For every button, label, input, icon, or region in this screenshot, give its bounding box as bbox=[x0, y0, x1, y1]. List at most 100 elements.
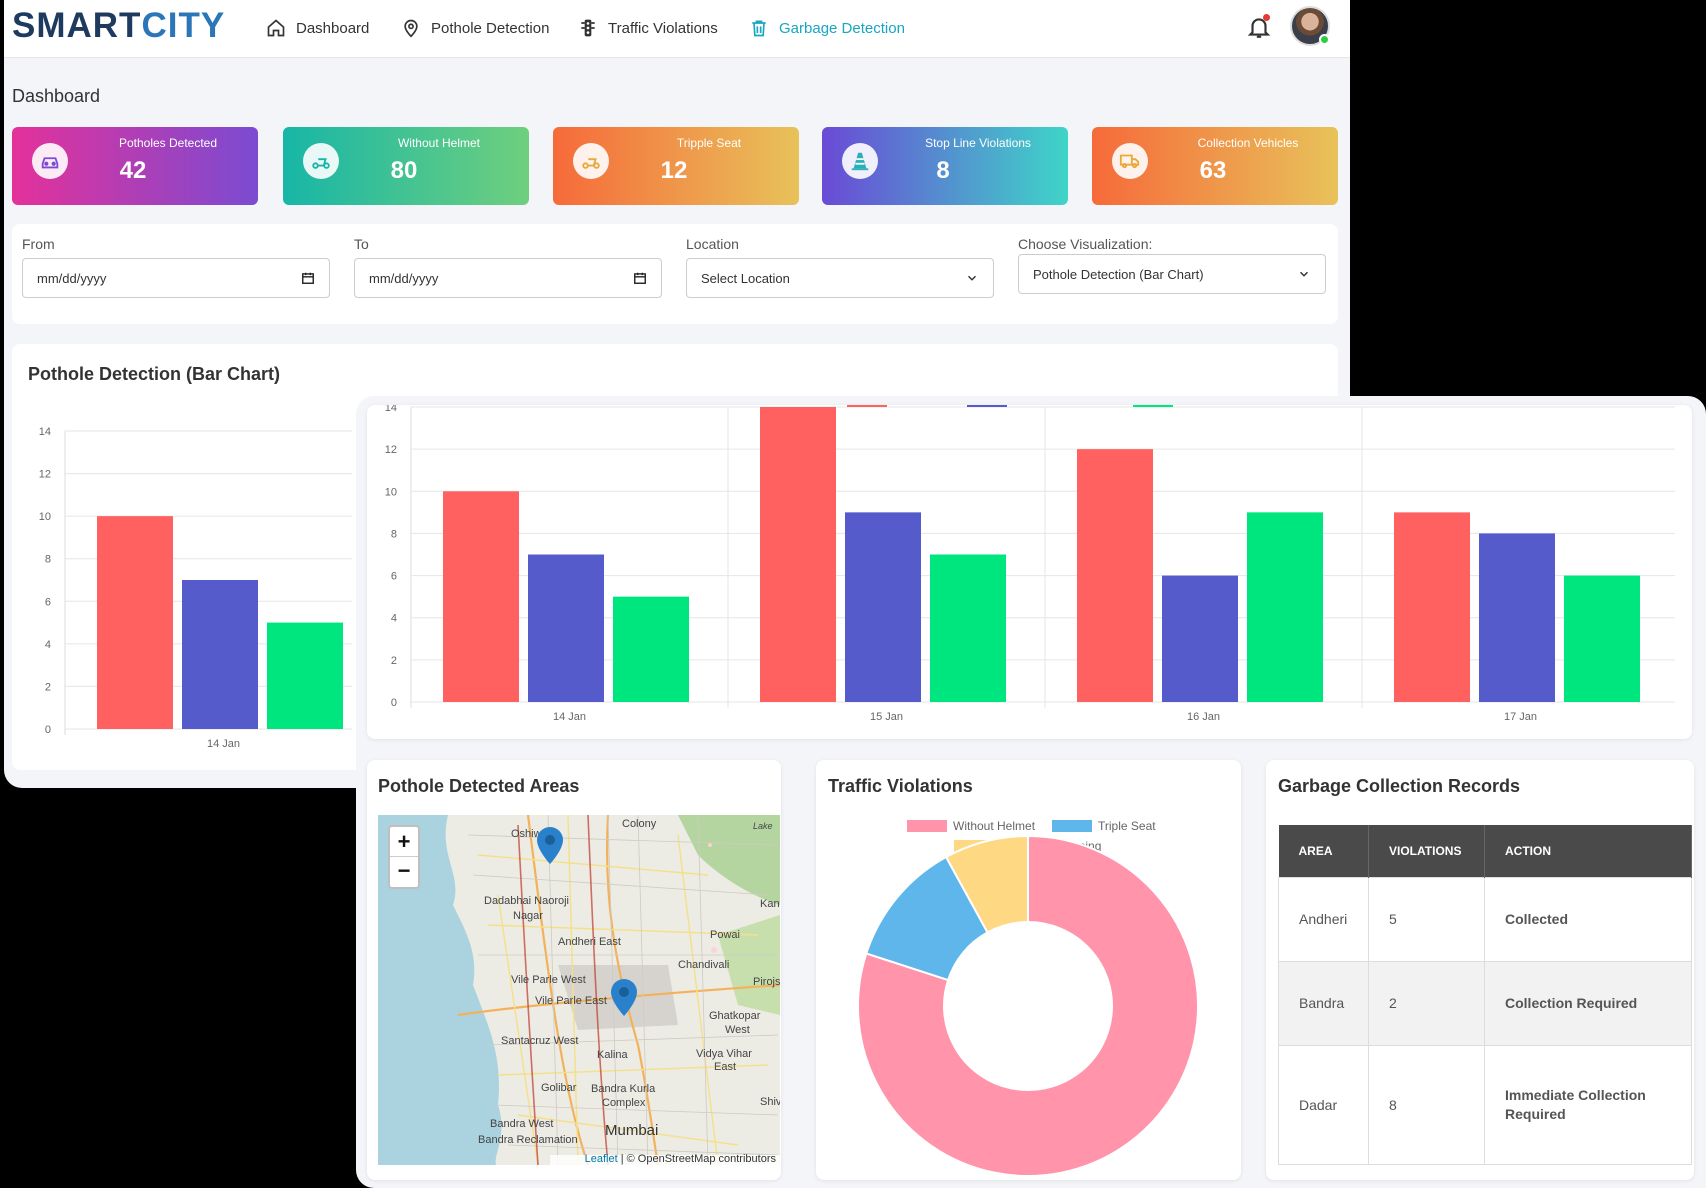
calendar-icon bbox=[302, 272, 314, 284]
legend-item-without-helmet[interactable]: Without Helmet bbox=[907, 819, 1035, 833]
bar-16-jan-series-2[interactable] bbox=[1162, 575, 1238, 702]
header-area[interactable]: AREA bbox=[1278, 825, 1369, 877]
nav-traffic-violations[interactable]: Traffic Violations bbox=[578, 16, 718, 40]
map-pin-icon bbox=[404, 19, 418, 38]
x-tick-label: 15 Jan bbox=[870, 711, 903, 723]
bar-14-jan-series-3[interactable] bbox=[267, 622, 343, 729]
notifications-button[interactable] bbox=[1246, 14, 1272, 40]
donut-slice-without-helmet[interactable] bbox=[857, 834, 1199, 1177]
from-group: From mm/dd/yyyy bbox=[22, 236, 330, 298]
table-row: Bandra 2 Collection Required bbox=[1278, 960, 1692, 1046]
notification-dot bbox=[1263, 14, 1270, 21]
stat-label: Stop Line Violations bbox=[925, 136, 1031, 150]
leaflet-link[interactable]: Leaflet bbox=[584, 1153, 618, 1165]
map-place-label: Golibar bbox=[541, 1082, 577, 1094]
map-place-label: East bbox=[714, 1061, 736, 1073]
home-icon bbox=[267, 19, 285, 37]
stat-card-tripple-seat[interactable]: Tripple Seat 12 bbox=[553, 127, 799, 205]
bar-17-jan-series-1[interactable] bbox=[1394, 512, 1470, 702]
app-logo[interactable]: SMARTCITY bbox=[12, 6, 225, 46]
map-place-label: Andheri East bbox=[558, 936, 621, 948]
nav-dashboard[interactable]: Dashboard bbox=[266, 16, 369, 40]
map-place-label: Nagar bbox=[513, 910, 543, 922]
traffic-light-icon bbox=[581, 19, 595, 37]
map-place-label: Mumbai bbox=[605, 1122, 658, 1139]
map-place-label: Colony bbox=[622, 818, 657, 830]
nav-pothole-label: Pothole Detection bbox=[431, 19, 550, 37]
location-select-value: Select Location bbox=[701, 270, 790, 286]
map-place-label: Oshiw bbox=[511, 828, 542, 840]
cell-violations: 2 bbox=[1368, 960, 1485, 1046]
stat-card-collection-vehicles[interactable]: Collection Vehicles 63 bbox=[1092, 127, 1338, 205]
bar-chart-card: 0 2 4 6 8 10 12 14 14 Jan 15 Jan 16 Jan 17 Jan bbox=[367, 402, 1692, 739]
bar-17-jan-series-3[interactable] bbox=[1564, 575, 1640, 702]
truck-icon bbox=[1112, 143, 1148, 179]
traffic-cone-icon bbox=[842, 143, 878, 179]
from-date-input[interactable]: mm/dd/yyyy bbox=[22, 258, 330, 298]
legend-item-triple-seat[interactable]: Triple Seat bbox=[1052, 819, 1156, 833]
stat-value: 63 bbox=[1199, 157, 1227, 184]
cell-action-status: Immediate Collection Required bbox=[1484, 1044, 1692, 1165]
to-date-input[interactable]: mm/dd/yyyy bbox=[354, 258, 662, 298]
y-tick-label: 6 bbox=[45, 596, 51, 608]
map-place-label: Bandra Kurla bbox=[591, 1083, 656, 1095]
bar-16-jan-series-3[interactable] bbox=[1247, 512, 1323, 702]
nav-pothole-detection[interactable]: Pothole Detection bbox=[401, 16, 549, 40]
donut-slice-stop-line-crossing[interactable] bbox=[944, 834, 1029, 934]
map-place-label: Santacruz West bbox=[501, 1035, 578, 1047]
map-marker-icon[interactable] bbox=[611, 979, 637, 1016]
logo-part-city: CITY bbox=[141, 6, 226, 45]
zoom-out-button[interactable]: − bbox=[397, 858, 411, 883]
cell-area: Dadar bbox=[1278, 1044, 1369, 1165]
bar-14-jan-series-3[interactable] bbox=[613, 596, 689, 702]
bar-15-jan-series-1[interactable] bbox=[760, 407, 836, 702]
nav-traffic-label: Traffic Violations bbox=[608, 19, 718, 37]
y-tick-label: 8 bbox=[391, 528, 397, 540]
cell-violations: 5 bbox=[1368, 876, 1485, 962]
to-label: To bbox=[354, 236, 369, 252]
user-avatar[interactable] bbox=[1290, 6, 1330, 46]
visualization-select[interactable]: Pothole Detection (Bar Chart) bbox=[1018, 254, 1326, 294]
zoom-in-button[interactable]: + bbox=[390, 827, 418, 857]
bar-15-jan-series-3[interactable] bbox=[930, 554, 1006, 703]
y-tick-label: 10 bbox=[385, 486, 397, 498]
y-tick-label: 4 bbox=[45, 639, 51, 651]
page-title: Dashboard bbox=[12, 86, 101, 106]
traffic-card-title: Traffic Violations bbox=[828, 776, 973, 796]
stat-card-without-helmet[interactable]: Without Helmet 80 bbox=[283, 127, 529, 205]
map-tiles: Oshiw Colony Dadabhai Naoroji Nagar Andh… bbox=[378, 815, 780, 1165]
legend-swatch bbox=[967, 405, 1007, 407]
nav-garbage-label: Garbage Detection bbox=[779, 19, 905, 37]
map-place-label: Lake bbox=[753, 821, 773, 831]
legend-swatch bbox=[1133, 405, 1173, 407]
legend-label: Without Helmet bbox=[953, 819, 1036, 833]
y-tick-label: 8 bbox=[45, 554, 51, 566]
map-place-label: Vile Parle East bbox=[535, 995, 607, 1007]
from-label: From bbox=[22, 236, 55, 252]
bar-14-jan-series-1[interactable] bbox=[443, 491, 519, 702]
stat-value: 80 bbox=[390, 157, 418, 184]
garbage-card-title: Garbage Collection Records bbox=[1278, 776, 1521, 796]
header-violations[interactable]: VIOLATIONS bbox=[1368, 825, 1485, 877]
bar-17-jan-series-2[interactable] bbox=[1479, 533, 1555, 702]
table-header-row: AREA VIOLATIONS ACTION bbox=[1278, 825, 1692, 877]
map-view[interactable]: Oshiw Colony Dadabhai Naoroji Nagar Andh… bbox=[378, 815, 780, 1165]
nav-garbage-detection[interactable]: Garbage Detection bbox=[749, 16, 905, 40]
bar-14-jan-series-2[interactable] bbox=[182, 580, 258, 729]
online-status-indicator bbox=[1319, 34, 1330, 45]
map-marker-icon[interactable] bbox=[537, 827, 563, 864]
traffic-violations-card: Traffic Violations Without Helmet Triple… bbox=[816, 760, 1241, 1180]
map-place-label: Pirojs bbox=[753, 976, 780, 988]
location-group: Location Select Location bbox=[686, 236, 994, 298]
map-place-label: Vile Parle West bbox=[511, 974, 586, 986]
location-select[interactable]: Select Location bbox=[686, 258, 994, 298]
chevron-down-icon bbox=[968, 275, 976, 281]
bar-14-jan-series-2[interactable] bbox=[528, 554, 604, 703]
header-action[interactable]: ACTION bbox=[1484, 825, 1692, 877]
bar-15-jan-series-2[interactable] bbox=[845, 512, 921, 702]
bar-14-jan-series-1[interactable] bbox=[97, 516, 173, 729]
stat-card-potholes[interactable]: Potholes Detected 42 bbox=[12, 127, 258, 205]
visualization-group: Choose Visualization: Pothole Detection … bbox=[1018, 236, 1326, 294]
stat-card-stop-line[interactable]: Stop Line Violations 8 bbox=[822, 127, 1068, 205]
bar-16-jan-series-1[interactable] bbox=[1077, 449, 1153, 702]
